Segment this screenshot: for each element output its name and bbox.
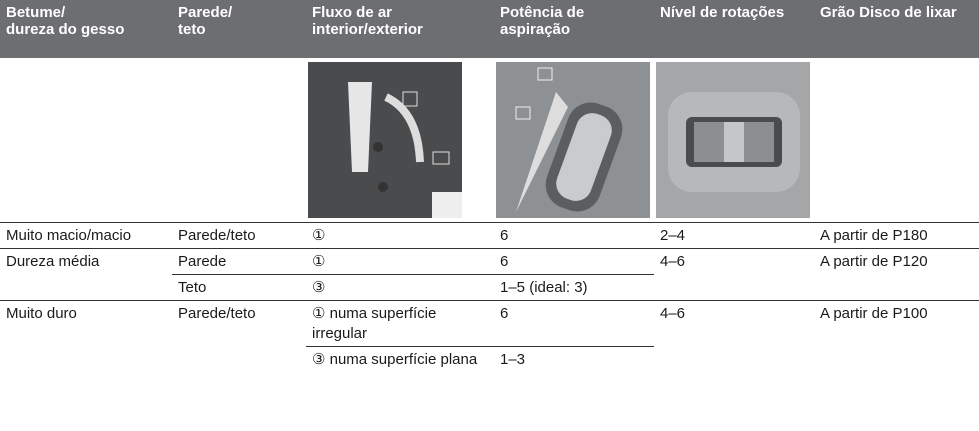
header-cell: Grão Disco de lixar [814, 0, 979, 58]
row: Dureza média Parede ① 6 4–6 A partir de … [0, 248, 979, 301]
cell: Parede/teto [178, 305, 256, 322]
suction-image [496, 62, 650, 218]
cell: Muito macio/macio [0, 222, 172, 249]
airflow-image [308, 62, 462, 218]
cell: ① [306, 222, 494, 249]
cell: Parede/teto [172, 222, 306, 249]
cell: Muito duro [6, 305, 77, 322]
header-row: Betume/ dureza do gesso Parede/ teto Flu… [0, 0, 979, 58]
cell: Teto [172, 274, 306, 301]
row: Muito duro Parede/teto ① numa superfície… [0, 300, 979, 347]
cell: A partir de P180 [814, 222, 979, 249]
cell: 4–6 [660, 305, 686, 322]
row: ③ numa superfície plana 1–3 [0, 347, 979, 373]
cell: A partir de P100 [820, 305, 928, 322]
row: Muito macio/macio Parede/teto ① 6 2–4 A … [0, 222, 979, 249]
cell: 6 [494, 222, 654, 249]
cell: Dureza média [0, 248, 172, 301]
cell: ③ numa superfície plana [312, 351, 478, 368]
cell: ① [306, 248, 494, 275]
cell: Parede [172, 248, 306, 275]
cell: 1–3 [500, 351, 526, 368]
header-cell: Nível de rotações [654, 0, 814, 58]
row: Teto ③ 1–5 (ideal: 3) [0, 274, 979, 301]
image-row [0, 58, 979, 223]
cell: ① numa superfície irregular [306, 300, 494, 347]
header-cell: Fluxo de ar interior/exterior [306, 0, 494, 58]
header-cell: Potência de aspiração [494, 0, 654, 58]
cell: 6 [494, 248, 654, 275]
cell: 4–6 [654, 248, 814, 301]
cell: A partir de P120 [814, 248, 979, 301]
header-cell: Parede/ teto [172, 0, 306, 58]
cell: ③ [306, 274, 494, 301]
cell: 1–5 (ideal: 3) [494, 274, 654, 301]
settings-table: Betume/ dureza do gesso Parede/ teto Flu… [0, 0, 979, 373]
header-cell: Betume/ dureza do gesso [0, 0, 172, 58]
cell: 6 [494, 300, 654, 347]
cell: 2–4 [654, 222, 814, 249]
speed-image [656, 62, 810, 218]
